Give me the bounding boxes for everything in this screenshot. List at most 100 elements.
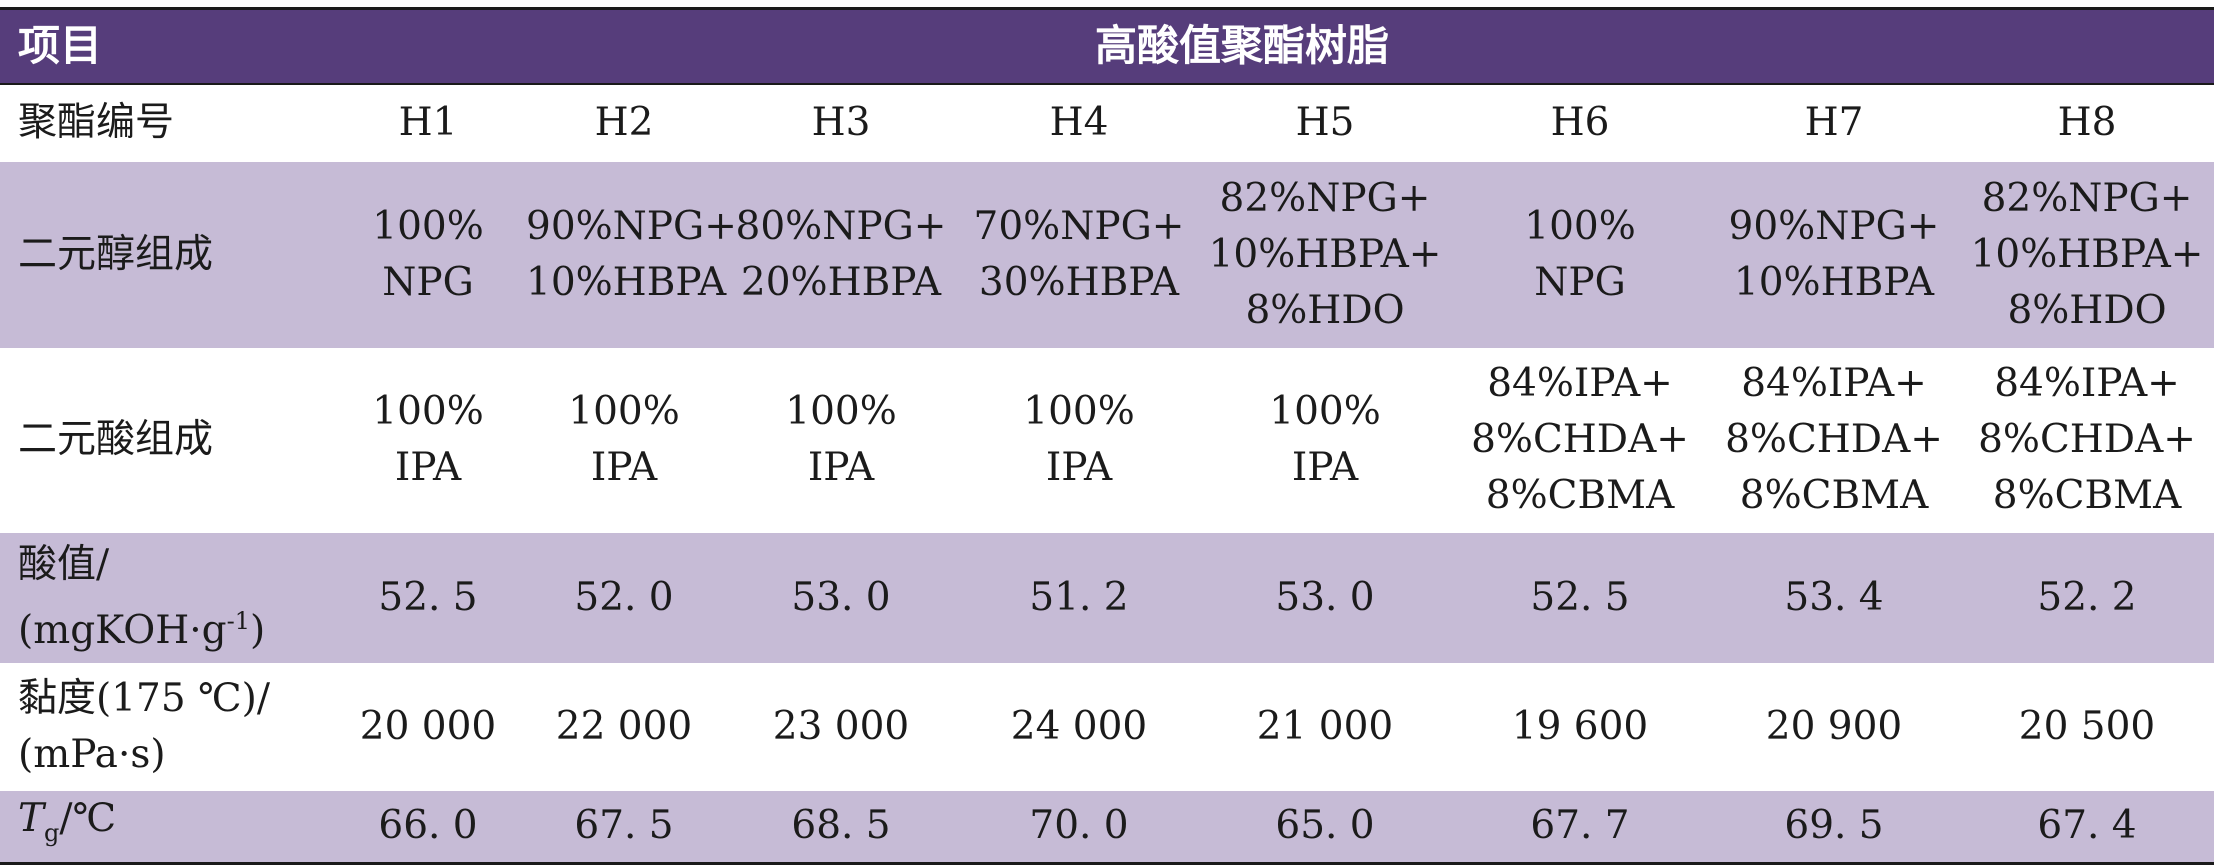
cell-line: 100% — [1023, 389, 1135, 434]
table-cell: 53. 0 — [1275, 574, 1375, 620]
table-cell: 67. 7 — [1530, 803, 1630, 849]
cell-line: 82%NPG+ — [1981, 175, 2193, 221]
tg-symbol: T — [18, 796, 45, 842]
table-row-glass-transition: Tg/℃ 66. 0 67. 5 68. 5 70. 0 65. 0 67. 7… — [0, 790, 2214, 864]
cell-line: 8%CBMA — [1739, 473, 1929, 518]
cell-line: 20%HBPA — [740, 259, 942, 305]
table-header-row: 项目 高酸值聚酯树脂 — [0, 8, 2214, 84]
table-row-diacid-composition: 二元酸组成 100% IPA 100% IPA 100% IPA 100% IP… — [0, 347, 2214, 533]
table-cell: 22 000 — [555, 703, 693, 749]
cell-line: 8%HDO — [1245, 287, 1405, 333]
viscosity-label-line1: 黏度(175 ℃)/ — [18, 675, 271, 721]
table-cell: 82%NPG+ 10%HBPA+ 8%HDO — [1198, 162, 1452, 348]
table-cell: 53. 4 — [1784, 574, 1884, 620]
table-cell: 19 600 — [1511, 703, 1649, 749]
table-cell: 84%IPA+ 8%CHDA+ 8%CBMA — [1960, 348, 2214, 533]
table-cell: 52. 5 — [1530, 574, 1630, 620]
cell-line: IPA — [394, 445, 462, 490]
table-row-viscosity: 黏度(175 ℃)/ (mPa·s) 20 000 22 000 23 000 … — [0, 662, 2214, 791]
table-row-polyester-id: 聚酯编号 H1 H2 H3 H4 H5 H6 H7 H8 — [0, 83, 2214, 162]
table-cell: H3 — [811, 100, 871, 145]
cell-line: 100% — [1269, 389, 1381, 434]
cell-line: 90%NPG+ — [526, 203, 737, 249]
cell-line: 84%IPA+ — [1994, 361, 2180, 406]
table-cell: 100% NPG — [330, 162, 526, 348]
table-cell: 100% IPA — [330, 348, 526, 533]
table-cell: H8 — [2057, 100, 2117, 145]
cell-line: NPG — [382, 259, 474, 305]
cell-line: 10%HBPA — [526, 259, 727, 305]
table-cell: 70. 0 — [1029, 803, 1129, 849]
cell-line: IPA — [1045, 445, 1113, 490]
cell-line: 8%HDO — [2007, 287, 2167, 333]
cell-line: 30%HBPA — [978, 259, 1180, 305]
table-cell: 67. 4 — [2037, 803, 2137, 849]
table-cell: 84%IPA+ 8%CHDA+ 8%CBMA — [1708, 348, 1960, 533]
table-cell: H4 — [1049, 100, 1109, 145]
row-label-diol-composition: 二元醇组成 — [18, 231, 214, 277]
tg-subscript: g — [44, 819, 60, 848]
cell-line: 8%CHDA+ — [1471, 417, 1689, 462]
acid-value-unit-close: ) — [250, 607, 266, 653]
cell-line: 100% — [785, 389, 897, 434]
viscosity-label-line2: (mPa·s) — [18, 731, 166, 777]
table-cell: 67. 5 — [574, 803, 674, 849]
header-item-label: 项目 — [18, 21, 103, 71]
table-cell: 53. 0 — [791, 574, 891, 620]
table-row-acid-value: 酸值/ (mgKOH·g-1) 52. 5 52. 0 53. 0 51. 2 … — [0, 532, 2214, 663]
polyester-properties-table: 项目 高酸值聚酯树脂 聚酯编号 H1 H2 H3 H4 H5 H6 H7 H8 … — [0, 7, 2214, 865]
table-cell: 100% NPG — [1452, 162, 1708, 348]
table-cell: 69. 5 — [1784, 803, 1884, 849]
cell-line: NPG — [1534, 259, 1626, 305]
table-cell: 20 900 — [1765, 703, 1903, 749]
cell-line: IPA — [807, 445, 875, 490]
table-cell: 52. 0 — [574, 574, 674, 620]
cell-line: 84%IPA+ — [1487, 361, 1673, 406]
table-cell: H2 — [594, 100, 654, 145]
table-cell: 90%NPG+ 10%HBPA — [1708, 162, 1960, 348]
row-label-diacid-composition: 二元酸组成 — [18, 417, 214, 462]
acid-value-label-line2: (mgKOH·g-1) — [18, 593, 330, 659]
table-cell: 84%IPA+ 8%CHDA+ 8%CBMA — [1452, 348, 1708, 533]
table-cell: 20 500 — [2018, 703, 2156, 749]
table-cell: 100% IPA — [526, 348, 722, 533]
table-cell: H5 — [1295, 100, 1355, 145]
cell-line: IPA — [590, 445, 658, 490]
table-cell: 80%NPG+ 20%HBPA — [722, 162, 960, 348]
header-group-label: 高酸值聚酯树脂 — [1095, 21, 1390, 71]
table-cell: 51. 2 — [1029, 574, 1129, 620]
table-cell: 100% IPA — [722, 348, 960, 533]
table-cell: 23 000 — [772, 703, 910, 749]
table-row-diol-composition: 二元醇组成 100% NPG 90%NPG+ 10%HBPA 80%NPG+ 2… — [0, 161, 2214, 348]
table-cell: 20 000 — [359, 703, 497, 749]
table-cell: 66. 0 — [378, 803, 478, 849]
cell-line: 10%HBPA+ — [1208, 231, 1442, 277]
row-label-polyester-id: 聚酯编号 — [18, 100, 175, 145]
cell-line: 100% — [372, 389, 484, 434]
cell-line: 80%NPG+ — [735, 203, 947, 249]
cell-line: 10%HBPA — [1733, 259, 1935, 305]
acid-value-unit-text: (mgKOH·g — [18, 607, 227, 653]
cell-line: IPA — [1291, 445, 1359, 490]
polyester-table-container: 项目 高酸值聚酯树脂 聚酯编号 H1 H2 H3 H4 H5 H6 H7 H8 … — [0, 7, 2214, 865]
table-cell: 100% IPA — [1198, 348, 1452, 533]
cell-line: 8%CHDA+ — [1725, 417, 1943, 462]
table-cell: 52. 2 — [2037, 574, 2137, 620]
table-cell: H1 — [398, 100, 458, 145]
cell-line: 8%CBMA — [1485, 473, 1675, 518]
acid-value-unit-exponent: -1 — [226, 606, 250, 635]
table-cell: 68. 5 — [791, 803, 891, 849]
table-cell: 82%NPG+ 10%HBPA+ 8%HDO — [1960, 162, 2214, 348]
cell-line: 10%HBPA+ — [1970, 231, 2204, 277]
cell-line: 8%CHDA+ — [1978, 417, 2196, 462]
table-cell: 100% IPA — [960, 348, 1198, 533]
row-label-acid-value: 酸值/ (mgKOH·g-1) — [0, 533, 330, 663]
table-cell: 24 000 — [1010, 703, 1148, 749]
cell-line: 100% — [372, 203, 484, 249]
cell-line: 82%NPG+ — [1219, 175, 1431, 221]
cell-line: 100% — [1524, 203, 1636, 249]
table-cell: H7 — [1804, 100, 1864, 145]
cell-line: 100% — [568, 389, 680, 434]
cell-line: 8%CBMA — [1992, 473, 2182, 518]
cell-line: 70%NPG+ — [973, 203, 1185, 249]
